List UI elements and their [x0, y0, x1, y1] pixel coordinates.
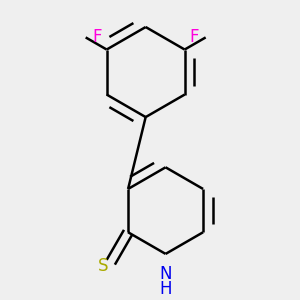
Text: S: S [98, 257, 108, 275]
Text: F: F [93, 28, 102, 46]
Text: F: F [189, 28, 199, 46]
Text: H: H [159, 280, 172, 298]
Text: N: N [159, 265, 172, 283]
